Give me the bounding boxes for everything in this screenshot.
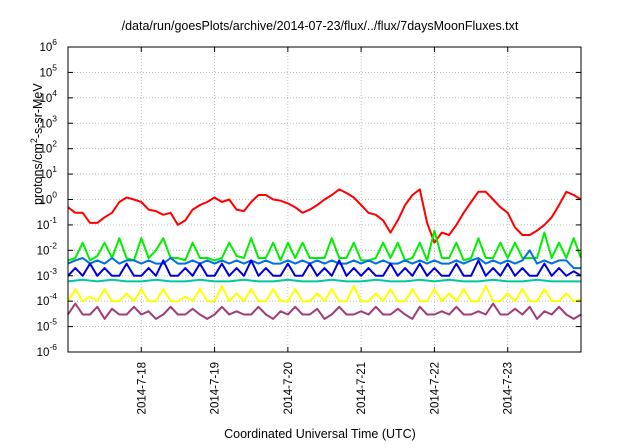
y-tick-label: 10-4 (37, 291, 58, 308)
series-line-3 (67, 259, 582, 277)
series-line-1 (67, 229, 582, 262)
axis-ticks: 10-6 10-5 10-4 10-3 10-2 10-1 100 101 102 103 104 1… (37, 37, 581, 414)
y-tick-label: 100 (39, 190, 57, 207)
y-tick-label: 105 (39, 62, 57, 79)
y-tick-label: 103 (39, 113, 57, 130)
x-tick-label: 2014-7-23 (503, 362, 515, 414)
series-line-5 (67, 284, 582, 303)
y-tick-label: 101 (39, 164, 57, 181)
series-group (67, 188, 582, 320)
y-tick-label: 10-6 (37, 342, 58, 359)
y-tick-label: 10-1 (37, 215, 58, 232)
y-tick-label: 106 (39, 37, 57, 54)
series-line-0 (67, 188, 582, 244)
x-axis-label: Coordinated Universal Time (UTC) (224, 427, 416, 441)
y-tick-label: 102 (39, 139, 57, 156)
series-line-2 (67, 249, 581, 270)
series-line-6 (67, 302, 582, 320)
y-tick-label: 10-3 (37, 266, 58, 283)
x-tick-label: 2014-7-22 (429, 362, 441, 414)
y-tick-label: 10-2 (37, 240, 58, 257)
series-line-4 (67, 278, 581, 283)
x-tick-label: 2014-7-20 (283, 362, 295, 414)
x-tick-label: 2014-7-19 (210, 362, 222, 414)
x-tick-label: 2014-7-21 (356, 362, 368, 414)
y-tick-label: 10-5 (37, 317, 58, 334)
chart-title: /data/run/goesPlots/archive/2014-07-23/f… (121, 19, 519, 33)
x-tick-label: 2014-7-18 (136, 362, 148, 414)
y-tick-label: 104 (39, 88, 57, 105)
